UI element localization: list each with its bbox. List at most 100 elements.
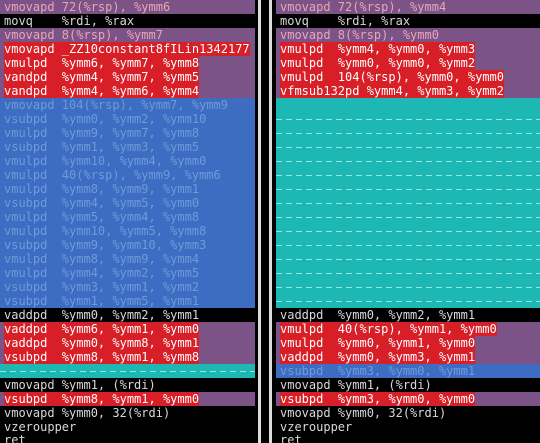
left-code-text: vmovapd 8(%rsp), %ymm7 — [4, 28, 163, 42]
right-code-line[interactable] — [276, 112, 540, 126]
left-code-text: vmulpd %ymm10, %ymm4, %ymm0 — [4, 154, 207, 168]
left-code-line[interactable]: vmovapd 8(%rsp), %ymm7 — [0, 28, 255, 42]
right-code-line[interactable] — [276, 280, 540, 294]
right-code-line[interactable] — [276, 154, 540, 168]
left-code-line[interactable]: vaddpd %ymm0, %ymm2, %ymm1 — [0, 308, 255, 322]
pane-divider[interactable] — [255, 0, 276, 443]
left-code-text: vmulpd %ymm9, %ymm7, %ymm8 — [4, 126, 200, 140]
left-code-line[interactable]: vmovapd _ZZ10constant8fILin1342177 — [0, 42, 255, 56]
left-code-text: vzeroupper — [4, 420, 77, 434]
left-code-line[interactable]: vsubpd %ymm3, %ymm1, %ymm2 — [0, 280, 255, 294]
left-code-line[interactable]: vsubpd %ymm4, %ymm5, %ymm0 — [0, 196, 255, 210]
right-code-line[interactable]: vmulpd 104(%rsp), %ymm0, %ymm0 — [276, 70, 540, 84]
right-code-line[interactable]: vmovapd 8(%rsp), %ymm0 — [276, 28, 540, 42]
right-code-text: ret — [280, 434, 302, 443]
right-code-text: vaddpd %ymm0, %ymm3, %ymm1 — [280, 350, 476, 364]
left-code-line[interactable]: vmulpd %ymm8, %ymm9, %ymm1 — [0, 182, 255, 196]
right-code-text: vmulpd 104(%rsp), %ymm0, %ymm0 — [280, 70, 504, 84]
left-code-line[interactable]: ret — [0, 434, 255, 443]
left-code-line[interactable]: vsubpd %ymm8, %ymm1, %ymm0 — [0, 392, 255, 406]
left-code-line[interactable]: vaddpd %ymm6, %ymm1, %ymm0 — [0, 322, 255, 336]
right-code-line[interactable]: vmulpd 40(%rsp), %ymm1, %ymm0 — [276, 322, 540, 336]
right-code-line[interactable]: vaddpd %ymm0, %ymm3, %ymm1 — [276, 350, 540, 364]
left-code-line[interactable]: vandpd %ymm4, %ymm7, %ymm5 — [0, 70, 255, 84]
left-code-line[interactable]: vmulpd %ymm4, %ymm2, %ymm5 — [0, 266, 255, 280]
left-code-text: vsubpd %ymm4, %ymm5, %ymm0 — [4, 196, 200, 210]
left-code-text: vsubpd %ymm8, %ymm1, %ymm0 — [4, 392, 200, 406]
right-code-text: vsubpd %ymm3, %ymm0, %ymm0 — [280, 392, 476, 406]
left-code-line[interactable]: vsubpd %ymm9, %ymm10, %ymm3 — [0, 238, 255, 252]
right-code-text: vmulpd 40(%rsp), %ymm1, %ymm0 — [280, 322, 497, 336]
left-code-line[interactable]: vmovapd 72(%rsp), %ymm6 — [0, 0, 255, 14]
right-code-line[interactable]: vaddpd %ymm0, %ymm2, %ymm1 — [276, 308, 540, 322]
right-code-line[interactable] — [276, 210, 540, 224]
left-code-text: vsubpd %ymm1, %ymm5, %ymm1 — [4, 294, 200, 308]
left-code-line[interactable]: vandpd %ymm4, %ymm6, %ymm4 — [0, 84, 255, 98]
left-code-text: vmulpd %ymm8, %ymm9, %ymm1 — [4, 182, 200, 196]
right-code-line[interactable]: vmulpd %ymm0, %ymm0, %ymm2 — [276, 56, 540, 70]
right-code-line[interactable]: vsubpd %ymm3, %ymm0, %ymm0 — [276, 392, 540, 406]
right-code-line[interactable] — [276, 168, 540, 182]
left-code-line[interactable]: vsubpd %ymm1, %ymm3, %ymm5 — [0, 140, 255, 154]
left-code-line[interactable]: vmulpd %ymm5, %ymm4, %ymm8 — [0, 210, 255, 224]
left-code-text: vmovapd %ymm0, 32(%rdi) — [4, 406, 171, 420]
divider-bar-left — [258, 0, 261, 443]
right-asm-pane[interactable]: vmovapd 72(%rsp), %ymm4 movq %rdi, %rax vm… — [276, 0, 540, 443]
left-code-line[interactable]: vmovapd %ymm1, (%rdi) — [0, 378, 255, 392]
left-code-text: vmovapd 72(%rsp), %ymm6 — [4, 0, 171, 14]
right-code-text: vsubpd %ymm3, %ymm0, %ymm1 — [280, 364, 476, 378]
left-code-line[interactable]: vsubpd %ymm0, %ymm2, %ymm10 — [0, 112, 255, 126]
right-code-line[interactable] — [276, 238, 540, 252]
left-code-text: vaddpd %ymm6, %ymm1, %ymm0 — [4, 322, 200, 336]
right-code-text: vmulpd %ymm0, %ymm0, %ymm2 — [280, 56, 476, 70]
right-code-line[interactable] — [276, 294, 540, 308]
left-code-text: vmulpd %ymm8, %ymm9, %ymm4 — [4, 252, 200, 266]
left-code-line[interactable]: vmulpd %ymm10, %ymm5, %ymm8 — [0, 224, 255, 238]
left-code-line[interactable]: vmulpd %ymm6, %ymm7, %ymm8 — [0, 56, 255, 70]
left-code-line[interactable]: movq %rdi, %rax — [0, 14, 255, 28]
right-code-line[interactable]: vzeroupper — [276, 420, 540, 434]
right-code-text: vmulpd %ymm4, %ymm0, %ymm3 — [280, 42, 476, 56]
right-code-line[interactable] — [276, 196, 540, 210]
right-code-line[interactable] — [276, 266, 540, 280]
right-code-line[interactable]: vmovapd %ymm1, (%rdi) — [276, 378, 540, 392]
divider-bar-right — [269, 0, 272, 443]
right-code-line[interactable]: movq %rdi, %rax — [276, 14, 540, 28]
left-code-text: vmulpd %ymm4, %ymm2, %ymm5 — [4, 266, 200, 280]
left-code-line[interactable]: vzeroupper — [0, 420, 255, 434]
right-code-line[interactable]: vsubpd %ymm3, %ymm0, %ymm1 — [276, 364, 540, 378]
left-code-text: vmovapd %ymm1, (%rdi) — [4, 378, 156, 392]
left-code-line[interactable]: vmulpd 40(%rsp), %ymm9, %ymm6 — [0, 168, 255, 182]
right-code-text: vzeroupper — [280, 420, 353, 434]
left-code-line[interactable] — [0, 364, 255, 378]
left-asm-pane[interactable]: vmovapd 72(%rsp), %ymm6 movq %rdi, %rax vm… — [0, 0, 255, 443]
right-code-text: vmovapd 72(%rsp), %ymm4 — [280, 0, 447, 14]
right-code-text: vmovapd %ymm1, (%rdi) — [280, 378, 432, 392]
right-code-line[interactable] — [276, 98, 540, 112]
left-code-line[interactable]: vmulpd %ymm10, %ymm4, %ymm0 — [0, 154, 255, 168]
right-code-line[interactable]: vmulpd %ymm4, %ymm0, %ymm3 — [276, 42, 540, 56]
right-code-line[interactable] — [276, 224, 540, 238]
right-code-line[interactable]: vfmsub132pd %ymm4, %ymm3, %ymm2 — [276, 84, 540, 98]
right-code-line[interactable]: vmulpd %ymm0, %ymm1, %ymm0 — [276, 336, 540, 350]
left-code-line[interactable]: vmovapd 104(%rsp), %ymm7, %ymm9 — [0, 98, 255, 112]
left-code-text: movq %rdi, %rax — [4, 14, 135, 28]
left-code-line[interactable]: vmulpd %ymm9, %ymm7, %ymm8 — [0, 126, 255, 140]
right-code-line[interactable] — [276, 252, 540, 266]
left-code-line[interactable]: vmovapd %ymm0, 32(%rdi) — [0, 406, 255, 420]
right-code-line[interactable]: vmovapd 72(%rsp), %ymm4 — [276, 0, 540, 14]
left-code-line[interactable]: vmulpd %ymm8, %ymm9, %ymm4 — [0, 252, 255, 266]
left-code-line[interactable]: vsubpd %ymm1, %ymm5, %ymm1 — [0, 294, 255, 308]
right-code-line[interactable]: ret — [276, 434, 540, 443]
left-code-line[interactable]: vsubpd %ymm8, %ymm1, %ymm8 — [0, 350, 255, 364]
left-code-text: vandpd %ymm4, %ymm7, %ymm5 — [4, 70, 200, 84]
left-code-text: vmulpd 40(%rsp), %ymm9, %ymm6 — [4, 168, 221, 182]
right-code-line[interactable]: vmovapd %ymm0, 32(%rdi) — [276, 406, 540, 420]
right-code-line[interactable] — [276, 140, 540, 154]
right-code-line[interactable] — [276, 182, 540, 196]
right-code-text: vfmsub132pd %ymm4, %ymm3, %ymm2 — [280, 84, 504, 98]
left-code-text: vaddpd %ymm0, %ymm8, %ymm1 — [4, 336, 200, 350]
left-code-line[interactable]: vaddpd %ymm0, %ymm8, %ymm1 — [0, 336, 255, 350]
left-code-text: vaddpd %ymm0, %ymm2, %ymm1 — [4, 308, 200, 322]
right-code-line[interactable] — [276, 126, 540, 140]
